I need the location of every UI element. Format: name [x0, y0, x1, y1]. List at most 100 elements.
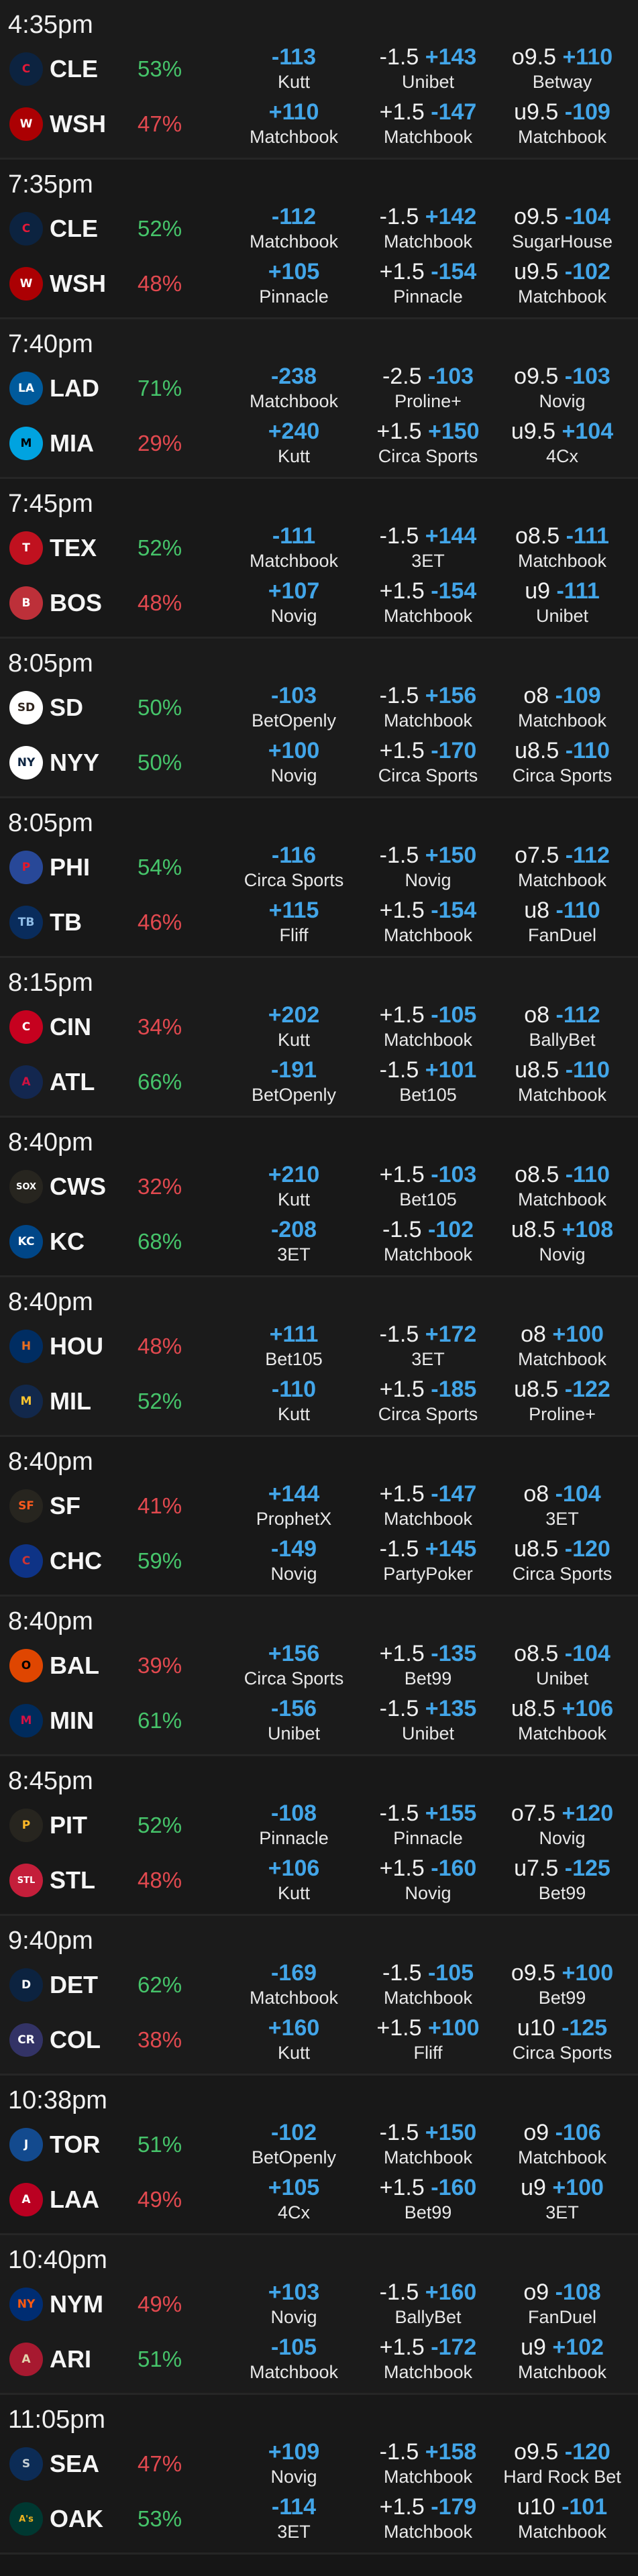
game-card[interactable]: 4:35pm C CLE 53% -113 Kutt -1.5 +143 Unibet o9.5… — [0, 0, 638, 160]
moneyline-cell[interactable]: -156 Unibet — [227, 1695, 361, 1744]
spread-cell[interactable]: -2.5 -103 Proline+ — [361, 362, 495, 412]
total-cell[interactable]: u9 -111 Unibet — [495, 577, 629, 627]
spread-cell[interactable]: +1.5 -185 Circa Sports — [361, 1375, 495, 1425]
total-cell[interactable]: u8.5 -110 Circa Sports — [495, 737, 629, 786]
moneyline-cell[interactable]: -114 3ET — [227, 2493, 361, 2542]
game-card[interactable]: 8:40pm SF SF 41% +144 ProphetX +1.5 -147 Matchb… — [0, 1437, 638, 1597]
spread-cell[interactable]: -1.5 +160 BallyBet — [361, 2278, 495, 2328]
moneyline-cell[interactable]: +210 Kutt — [227, 1161, 361, 1210]
total-cell[interactable]: u8.5 -110 Matchbook — [495, 1056, 629, 1106]
total-cell[interactable]: o9.5 -120 Hard Rock Bet — [495, 2438, 629, 2487]
total-cell[interactable]: u9 +100 3ET — [495, 2174, 629, 2223]
moneyline-cell[interactable]: -108 Pinnacle — [227, 1799, 361, 1849]
moneyline-cell[interactable]: -103 BetOpenly — [227, 682, 361, 731]
moneyline-cell[interactable]: +110 Matchbook — [227, 98, 361, 148]
moneyline-cell[interactable]: +105 4Cx — [227, 2174, 361, 2223]
moneyline-cell[interactable]: +105 Pinnacle — [227, 258, 361, 307]
total-cell[interactable]: u9.5 -102 Matchbook — [495, 258, 629, 307]
game-card[interactable]: 8:40pm O BAL 39% +156 Circa Sports +1.5 -135 Be… — [0, 1597, 638, 1756]
total-cell[interactable]: u8.5 +106 Matchbook — [495, 1695, 629, 1744]
game-card[interactable]: 8:40pm SOX CWS 32% +210 Kutt +1.5 -103 Bet105 o8… — [0, 1118, 638, 1277]
moneyline-cell[interactable]: +109 Novig — [227, 2438, 361, 2487]
total-cell[interactable]: u8.5 -122 Proline+ — [495, 1375, 629, 1425]
spread-cell[interactable]: +1.5 -147 Matchbook — [361, 98, 495, 148]
moneyline-cell[interactable]: -208 3ET — [227, 1216, 361, 1265]
spread-cell[interactable]: +1.5 +100 Fliff — [361, 2014, 495, 2063]
game-card[interactable]: 8:45pm P PIT 52% -108 Pinnacle -1.5 +155 Pinnac… — [0, 1756, 638, 1916]
total-cell[interactable]: u8 -110 FanDuel — [495, 896, 629, 946]
moneyline-cell[interactable]: +160 Kutt — [227, 2014, 361, 2063]
total-cell[interactable]: o8.5 -111 Matchbook — [495, 522, 629, 572]
game-card[interactable]: 8:15pm C CIN 34% +202 Kutt +1.5 -105 Matchbook o… — [0, 958, 638, 1118]
moneyline-cell[interactable]: -102 BetOpenly — [227, 2118, 361, 2168]
moneyline-cell[interactable]: -169 Matchbook — [227, 1959, 361, 2008]
spread-cell[interactable]: -1.5 +101 Bet105 — [361, 1056, 495, 1106]
spread-cell[interactable]: -1.5 +150 Novig — [361, 841, 495, 891]
spread-cell[interactable]: +1.5 -172 Matchbook — [361, 2333, 495, 2383]
spread-cell[interactable]: +1.5 -105 Matchbook — [361, 1001, 495, 1051]
total-cell[interactable]: u8.5 -120 Circa Sports — [495, 1535, 629, 1585]
moneyline-cell[interactable]: -111 Matchbook — [227, 522, 361, 572]
spread-cell[interactable]: -1.5 -105 Matchbook — [361, 1959, 495, 2008]
moneyline-cell[interactable]: -110 Kutt — [227, 1375, 361, 1425]
total-cell[interactable]: o8 -112 BallyBet — [495, 1001, 629, 1051]
spread-cell[interactable]: +1.5 -147 Matchbook — [361, 1480, 495, 1529]
spread-cell[interactable]: -1.5 +158 Matchbook — [361, 2438, 495, 2487]
moneyline-cell[interactable]: +144 ProphetX — [227, 1480, 361, 1529]
spread-cell[interactable]: -1.5 +156 Matchbook — [361, 682, 495, 731]
total-cell[interactable]: u7.5 -125 Bet99 — [495, 1854, 629, 1904]
total-cell[interactable]: o9.5 -104 SugarHouse — [495, 203, 629, 252]
moneyline-cell[interactable]: -238 Matchbook — [227, 362, 361, 412]
total-cell[interactable]: u9 +102 Matchbook — [495, 2333, 629, 2383]
spread-cell[interactable]: +1.5 -160 Bet99 — [361, 2174, 495, 2223]
total-cell[interactable]: o8 -104 3ET — [495, 1480, 629, 1529]
game-card[interactable]: 11:05pm S SEA 47% +109 Novig -1.5 +158 Matchboo… — [0, 2395, 638, 2555]
spread-cell[interactable]: +1.5 -160 Novig — [361, 1854, 495, 1904]
moneyline-cell[interactable]: +103 Novig — [227, 2278, 361, 2328]
total-cell[interactable]: o8.5 -104 Unibet — [495, 1640, 629, 1689]
spread-cell[interactable]: +1.5 +150 Circa Sports — [361, 417, 495, 467]
total-cell[interactable]: o9 -108 FanDuel — [495, 2278, 629, 2328]
spread-cell[interactable]: -1.5 +142 Matchbook — [361, 203, 495, 252]
spread-cell[interactable]: -1.5 +143 Unibet — [361, 43, 495, 93]
game-card[interactable]: 8:05pm P PHI 54% -116 Circa Sports -1.5 +150 No… — [0, 798, 638, 958]
spread-cell[interactable]: -1.5 +150 Matchbook — [361, 2118, 495, 2168]
moneyline-cell[interactable]: -113 Kutt — [227, 43, 361, 93]
game-card[interactable]: 10:40pm NY NYM 49% +103 Novig -1.5 +160 BallyBe… — [0, 2235, 638, 2395]
total-cell[interactable]: o8 -109 Matchbook — [495, 682, 629, 731]
spread-cell[interactable]: +1.5 -154 Matchbook — [361, 577, 495, 627]
total-cell[interactable]: u9.5 +104 4Cx — [495, 417, 629, 467]
moneyline-cell[interactable]: -105 Matchbook — [227, 2333, 361, 2383]
game-card[interactable]: 7:35pm C CLE 52% -112 Matchbook -1.5 +142 Match… — [0, 160, 638, 319]
game-card[interactable]: 9:40pm D DET 62% -169 Matchbook -1.5 -105 Match… — [0, 1916, 638, 2076]
total-cell[interactable]: o8.5 -110 Matchbook — [495, 1161, 629, 1210]
spread-cell[interactable]: +1.5 -170 Circa Sports — [361, 737, 495, 786]
spread-cell[interactable]: +1.5 -103 Bet105 — [361, 1161, 495, 1210]
moneyline-cell[interactable]: -149 Novig — [227, 1535, 361, 1585]
total-cell[interactable]: o8 +100 Matchbook — [495, 1320, 629, 1370]
game-card[interactable]: 10:38pm J TOR 51% -102 BetOpenly -1.5 +150 Matc… — [0, 2076, 638, 2235]
moneyline-cell[interactable]: +111 Bet105 — [227, 1320, 361, 1370]
spread-cell[interactable]: +1.5 -154 Pinnacle — [361, 258, 495, 307]
total-cell[interactable]: o9 -106 Matchbook — [495, 2118, 629, 2168]
spread-cell[interactable]: -1.5 +145 PartyPoker — [361, 1535, 495, 1585]
moneyline-cell[interactable]: -112 Matchbook — [227, 203, 361, 252]
moneyline-cell[interactable]: +107 Novig — [227, 577, 361, 627]
spread-cell[interactable]: -1.5 +172 3ET — [361, 1320, 495, 1370]
spread-cell[interactable]: +1.5 -154 Matchbook — [361, 896, 495, 946]
game-card[interactable]: 7:45pm T TEX 52% -111 Matchbook -1.5 +144 3ET o8… — [0, 479, 638, 639]
total-cell[interactable]: u8.5 +108 Novig — [495, 1216, 629, 1265]
total-cell[interactable]: o9.5 +110 Betway — [495, 43, 629, 93]
spread-cell[interactable]: -1.5 -102 Matchbook — [361, 1216, 495, 1265]
total-cell[interactable]: u10 -125 Circa Sports — [495, 2014, 629, 2063]
total-cell[interactable]: o7.5 +120 Novig — [495, 1799, 629, 1849]
total-cell[interactable]: o9.5 -103 Novig — [495, 362, 629, 412]
moneyline-cell[interactable]: +202 Kutt — [227, 1001, 361, 1051]
game-card[interactable]: 8:05pm SD SD 50% -103 BetOpenly -1.5 +156 Match… — [0, 639, 638, 798]
moneyline-cell[interactable]: -191 BetOpenly — [227, 1056, 361, 1106]
moneyline-cell[interactable]: +106 Kutt — [227, 1854, 361, 1904]
game-card[interactable]: 7:40pm LA LAD 71% -238 Matchbook -2.5 -103 Prol… — [0, 319, 638, 479]
spread-cell[interactable]: +1.5 -179 Matchbook — [361, 2493, 495, 2542]
spread-cell[interactable]: -1.5 +155 Pinnacle — [361, 1799, 495, 1849]
moneyline-cell[interactable]: +115 Fliff — [227, 896, 361, 946]
